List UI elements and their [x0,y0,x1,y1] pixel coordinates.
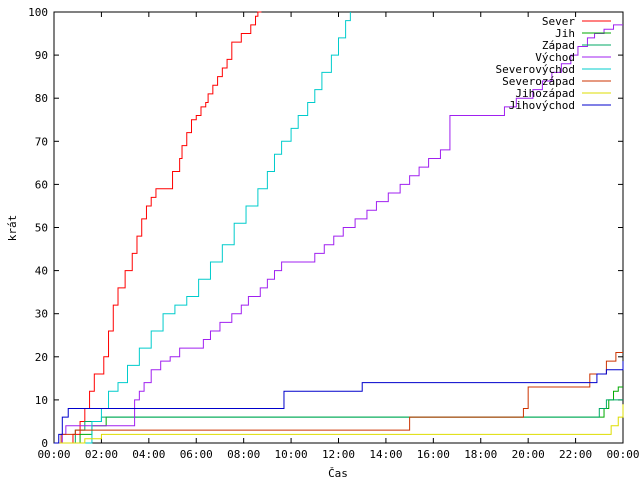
y-tick-label: 0 [41,437,48,450]
y-axis-label: krát [6,215,19,242]
x-tick-label: 00:00 [37,448,70,461]
y-tick-label: 90 [35,49,48,62]
x-tick-label: 22:00 [559,448,592,461]
y-tick-label: 30 [35,308,48,321]
series-line-2 [54,399,623,444]
y-tick-label: 80 [35,92,48,105]
x-tick-label: 06:00 [180,448,213,461]
x-axis-label: Čas [328,467,348,480]
x-tick-label: 00:00 [606,448,639,461]
series-line-3 [54,24,623,444]
series-line-1 [54,386,623,444]
series-line-7 [54,361,624,444]
x-tick-label: 20:00 [512,448,545,461]
x-tick-label: 12:00 [322,448,355,461]
y-tick-label: 70 [35,135,48,148]
y-tick-label: 20 [35,351,48,364]
legend-label: Sever [542,15,575,28]
x-tick-label: 14:00 [369,448,402,461]
series-line-4 [54,12,351,444]
y-tick-label: 60 [35,178,48,191]
x-tick-label: 10:00 [275,448,308,461]
legend-label: Východ [535,51,575,64]
x-tick-label: 04:00 [132,448,165,461]
y-tick-label: 50 [35,222,48,235]
legend-label: Západ [542,39,575,52]
legend-label: Jihovýchod [509,99,575,112]
y-tick-label: 100 [28,6,48,19]
x-tick-label: 08:00 [227,448,260,461]
legend-label: Severovýchod [496,63,575,76]
legend-label: Severozápad [502,75,575,88]
x-tick-label: 18:00 [464,448,497,461]
y-tick-label: 10 [35,394,48,407]
legend-label: Jih [555,27,575,40]
series-line-5 [54,351,623,444]
legend-label: Jihozápad [515,87,575,100]
series-line-0 [54,11,262,444]
series-line-6 [54,404,624,444]
y-tick-label: 40 [35,265,48,278]
x-tick-label: 16:00 [417,448,450,461]
x-tick-label: 02:00 [85,448,118,461]
